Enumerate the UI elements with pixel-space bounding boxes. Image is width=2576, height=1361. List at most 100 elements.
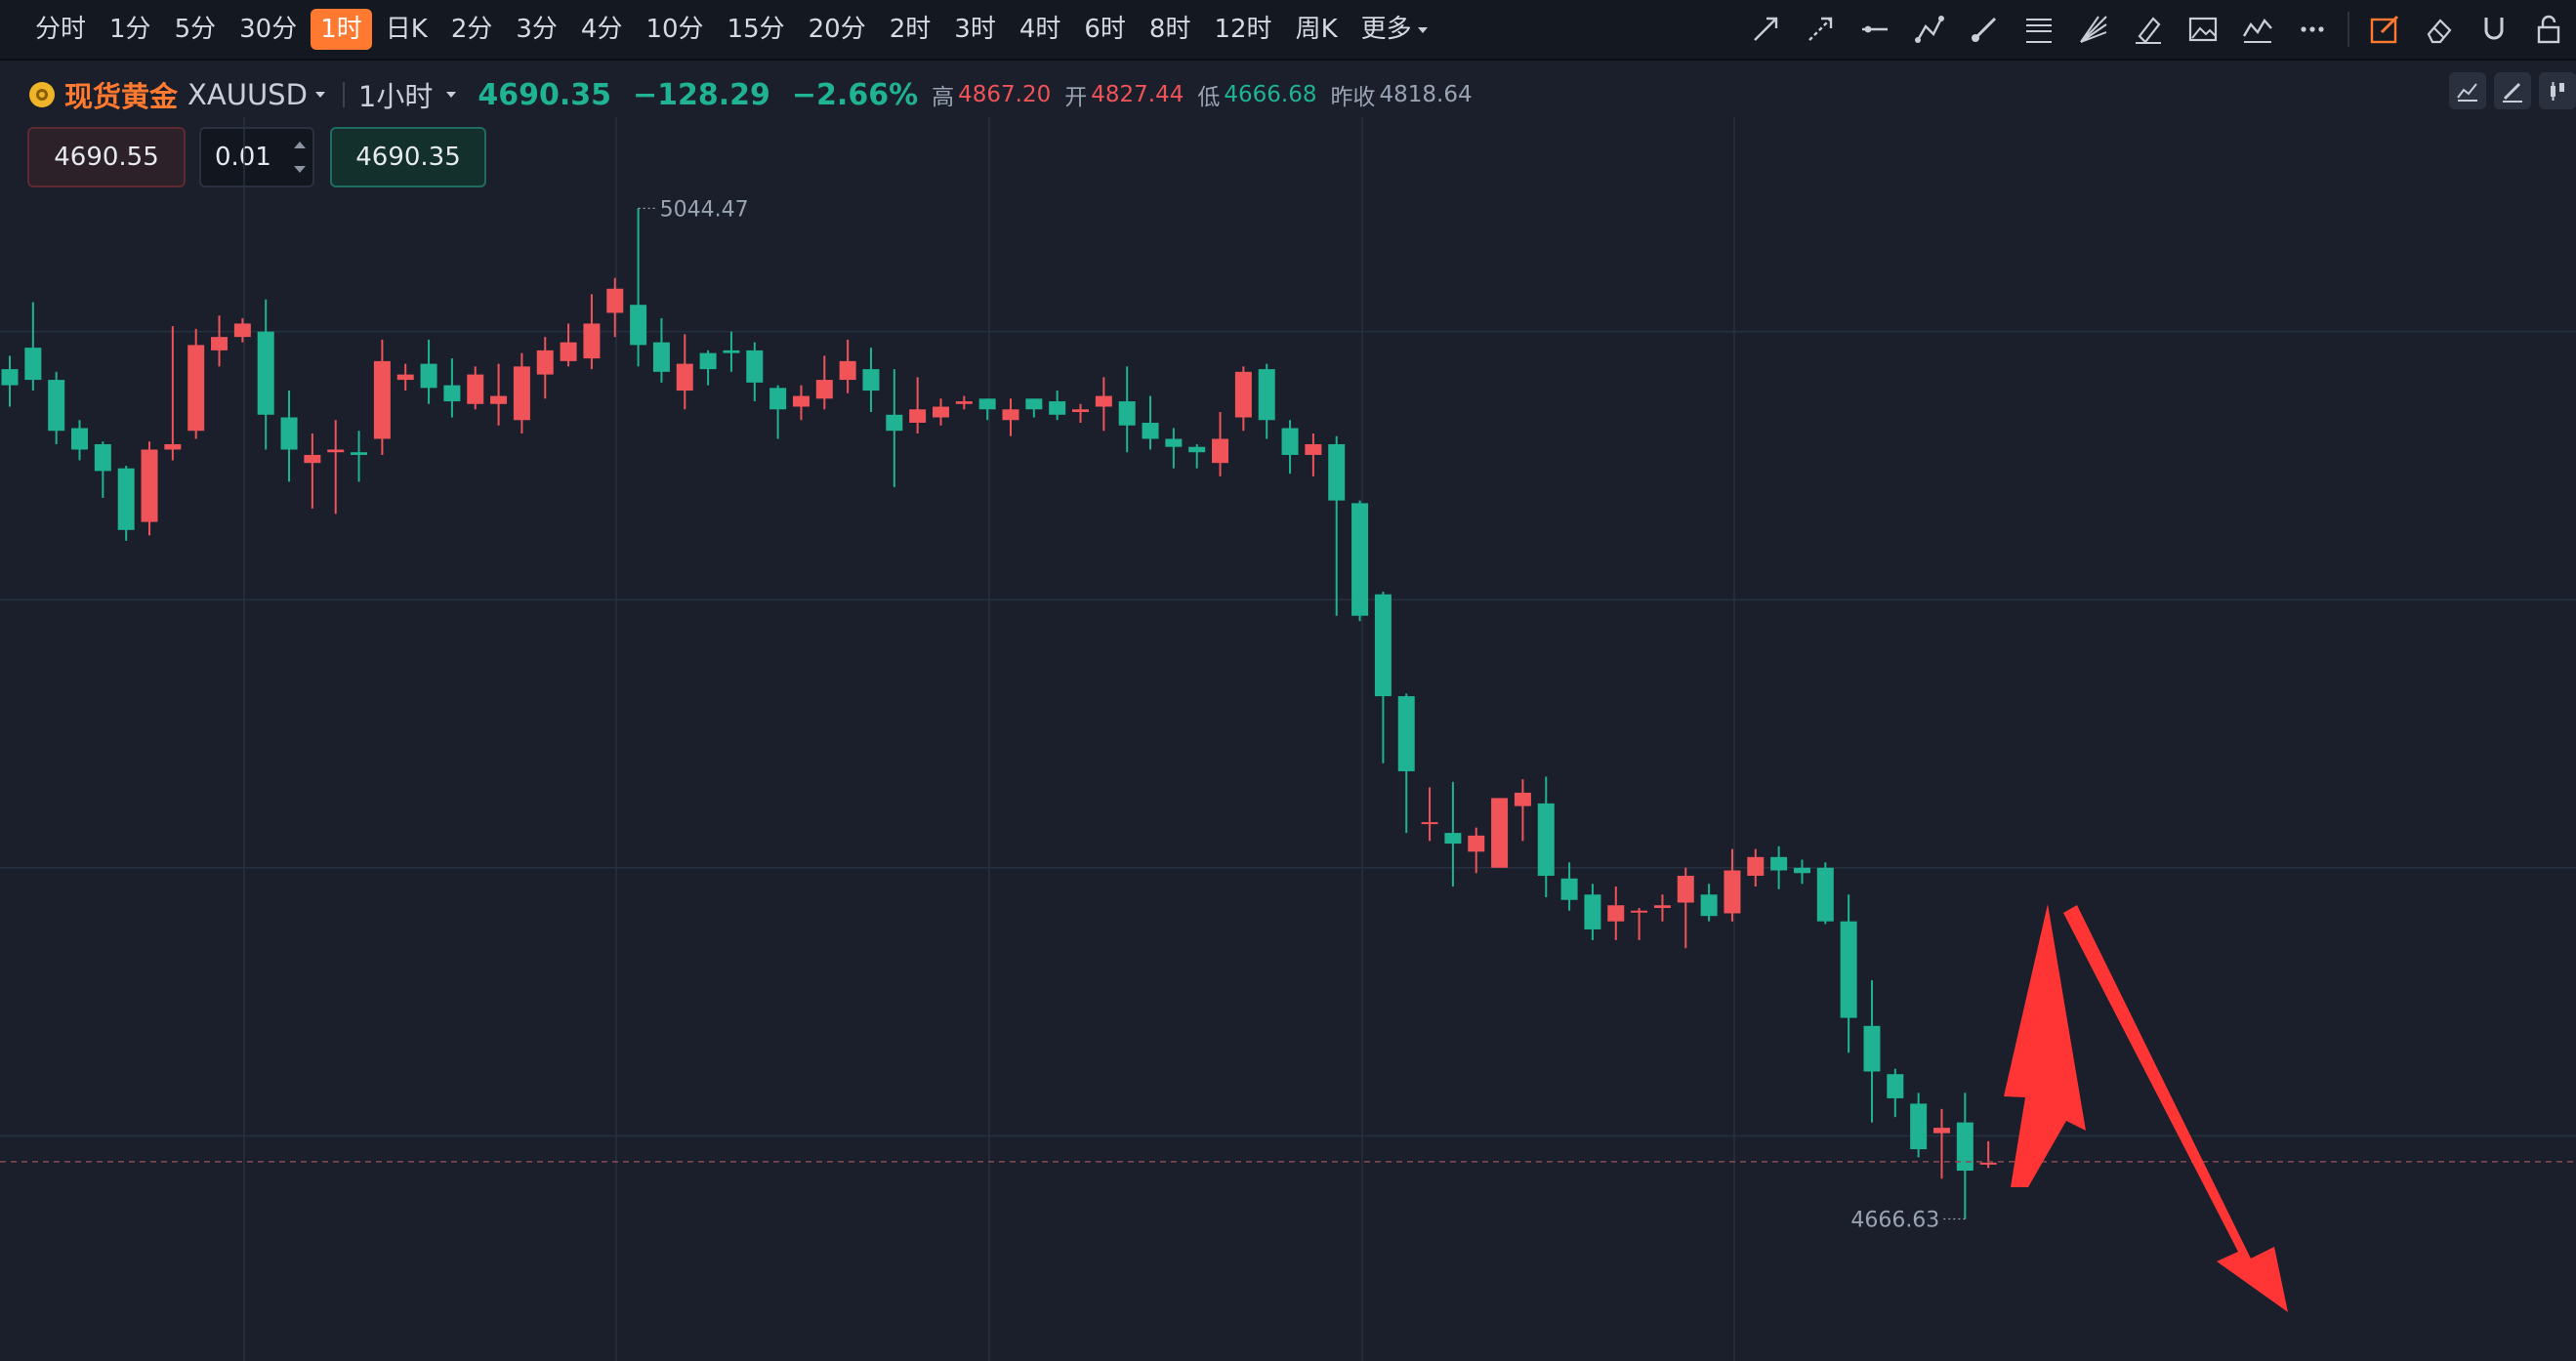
chevron-down-icon[interactable] xyxy=(294,166,306,173)
tab-period[interactable]: 10分 xyxy=(645,15,704,44)
candle xyxy=(1118,366,1136,453)
tab-period[interactable]: 更多 xyxy=(1351,9,1437,50)
chevron-down-icon[interactable] xyxy=(314,92,325,98)
chevron-up-icon[interactable] xyxy=(294,142,306,148)
tab-period[interactable]: 分时 xyxy=(35,15,87,44)
candle-body xyxy=(1421,822,1438,825)
candle-body xyxy=(1956,1122,1974,1172)
wave-icon[interactable] xyxy=(2230,0,2285,59)
candle-body xyxy=(187,345,205,432)
tab-period[interactable]: 2分 xyxy=(450,15,493,44)
tab-period[interactable]: 5分 xyxy=(174,15,217,44)
chevron-down-icon[interactable] xyxy=(446,92,457,98)
candlestick-chart[interactable]: 5044.47 4666.63 xyxy=(0,117,2576,1361)
candle-body xyxy=(1397,696,1415,771)
candle xyxy=(1560,862,1578,911)
candle-body xyxy=(1979,1162,1997,1165)
candle-body xyxy=(373,360,391,439)
lock-icon[interactable] xyxy=(2521,0,2576,59)
candle-body xyxy=(630,305,647,346)
fibonacci-icon[interactable] xyxy=(2012,0,2066,59)
tab-period[interactable]: 1时 xyxy=(311,9,372,50)
candle-body xyxy=(1863,1025,1881,1072)
candle xyxy=(71,420,89,461)
horizontal-line-icon[interactable] xyxy=(1848,0,1902,59)
tab-period[interactable]: 周K xyxy=(1295,15,1338,44)
tab-period[interactable]: 30分 xyxy=(239,15,298,44)
magnet-icon[interactable] xyxy=(2467,0,2521,59)
tab-period[interactable]: 8时 xyxy=(1148,15,1191,44)
image-icon[interactable] xyxy=(2176,0,2230,59)
candle xyxy=(351,431,368,482)
more-icon[interactable] xyxy=(2285,0,2340,59)
candle xyxy=(1188,443,1206,469)
candle xyxy=(1979,1140,1997,1169)
tab-period[interactable]: 6时 xyxy=(1084,15,1126,44)
tab-period[interactable]: 日K xyxy=(385,15,428,44)
trend-line-icon[interactable] xyxy=(1738,0,1793,59)
quantity-stepper[interactable]: 0.01 xyxy=(199,127,314,187)
candle-body xyxy=(1514,792,1531,806)
tab-period[interactable]: 15分 xyxy=(727,15,785,44)
tab-period[interactable]: 3时 xyxy=(954,15,996,44)
tab-period[interactable]: 3分 xyxy=(516,15,558,44)
quantity-value[interactable]: 0.01 xyxy=(215,143,271,172)
candle-body xyxy=(1374,594,1392,697)
fan-icon[interactable] xyxy=(2066,0,2121,59)
candle xyxy=(536,337,554,399)
stepper-arrows[interactable] xyxy=(291,133,309,182)
open-value: 4827.44 xyxy=(1091,82,1184,107)
candle xyxy=(746,342,764,402)
candle xyxy=(1305,433,1322,476)
extreme-labels: 5044.47 4666.63 xyxy=(638,197,1966,1232)
symbol-name[interactable]: 现货黄金 xyxy=(64,80,179,113)
candle-body xyxy=(490,395,508,404)
candle-body xyxy=(1212,438,1229,464)
candle xyxy=(1677,867,1694,949)
candle xyxy=(932,398,949,426)
timeframe-select[interactable]: 1小时 xyxy=(357,80,434,113)
eraser-icon[interactable] xyxy=(2412,0,2467,59)
candle xyxy=(327,420,345,515)
tab-period[interactable]: 20分 xyxy=(808,15,866,44)
candle xyxy=(233,317,251,343)
tab-period[interactable]: 2时 xyxy=(889,15,932,44)
tab-period[interactable]: 12时 xyxy=(1214,15,1272,44)
edit-icon[interactable] xyxy=(2357,0,2412,59)
candle xyxy=(164,326,182,461)
candle xyxy=(978,398,996,421)
tab-period[interactable]: 4时 xyxy=(1018,15,1061,44)
candle xyxy=(1793,859,1810,885)
candle-body xyxy=(909,409,927,424)
candle xyxy=(1025,398,1043,418)
sell-price-button[interactable]: 4690.55 xyxy=(27,127,186,187)
candle xyxy=(1444,781,1462,887)
candle xyxy=(1468,827,1485,874)
candle-body xyxy=(676,363,693,392)
candle xyxy=(1956,1093,1974,1219)
candle-body xyxy=(769,388,787,410)
candle-type-icon[interactable] xyxy=(2539,72,2576,109)
candle-body xyxy=(467,374,484,404)
indicator-icon[interactable] xyxy=(2449,72,2486,109)
polyline-icon[interactable] xyxy=(1902,0,1957,59)
candle xyxy=(1328,435,1346,616)
pencil-icon[interactable] xyxy=(2494,72,2531,109)
symbol-code[interactable]: XAUUSD xyxy=(187,78,308,111)
candle xyxy=(1095,377,1112,432)
price-change: −128.29 xyxy=(633,77,770,112)
brush-icon[interactable] xyxy=(1957,0,2012,59)
ray-icon[interactable] xyxy=(1793,0,1848,59)
highlighter-icon[interactable] xyxy=(2121,0,2176,59)
candle xyxy=(1514,779,1531,842)
candles xyxy=(1,208,1997,1219)
candle xyxy=(211,315,229,367)
quick-trade-panel: 4690.55 0.01 4690.35 xyxy=(27,127,486,187)
tab-period[interactable]: 4分 xyxy=(580,15,623,44)
buy-price-button[interactable]: 4690.35 xyxy=(330,127,486,187)
candle xyxy=(1234,366,1252,432)
symbol-info-bar: 现货黄金 XAUUSD 1小时 4690.35 −128.29 −2.66% 高… xyxy=(0,72,2576,117)
tab-period[interactable]: 1分 xyxy=(109,15,151,44)
candle-body xyxy=(1165,438,1183,447)
candle-body xyxy=(536,350,554,375)
